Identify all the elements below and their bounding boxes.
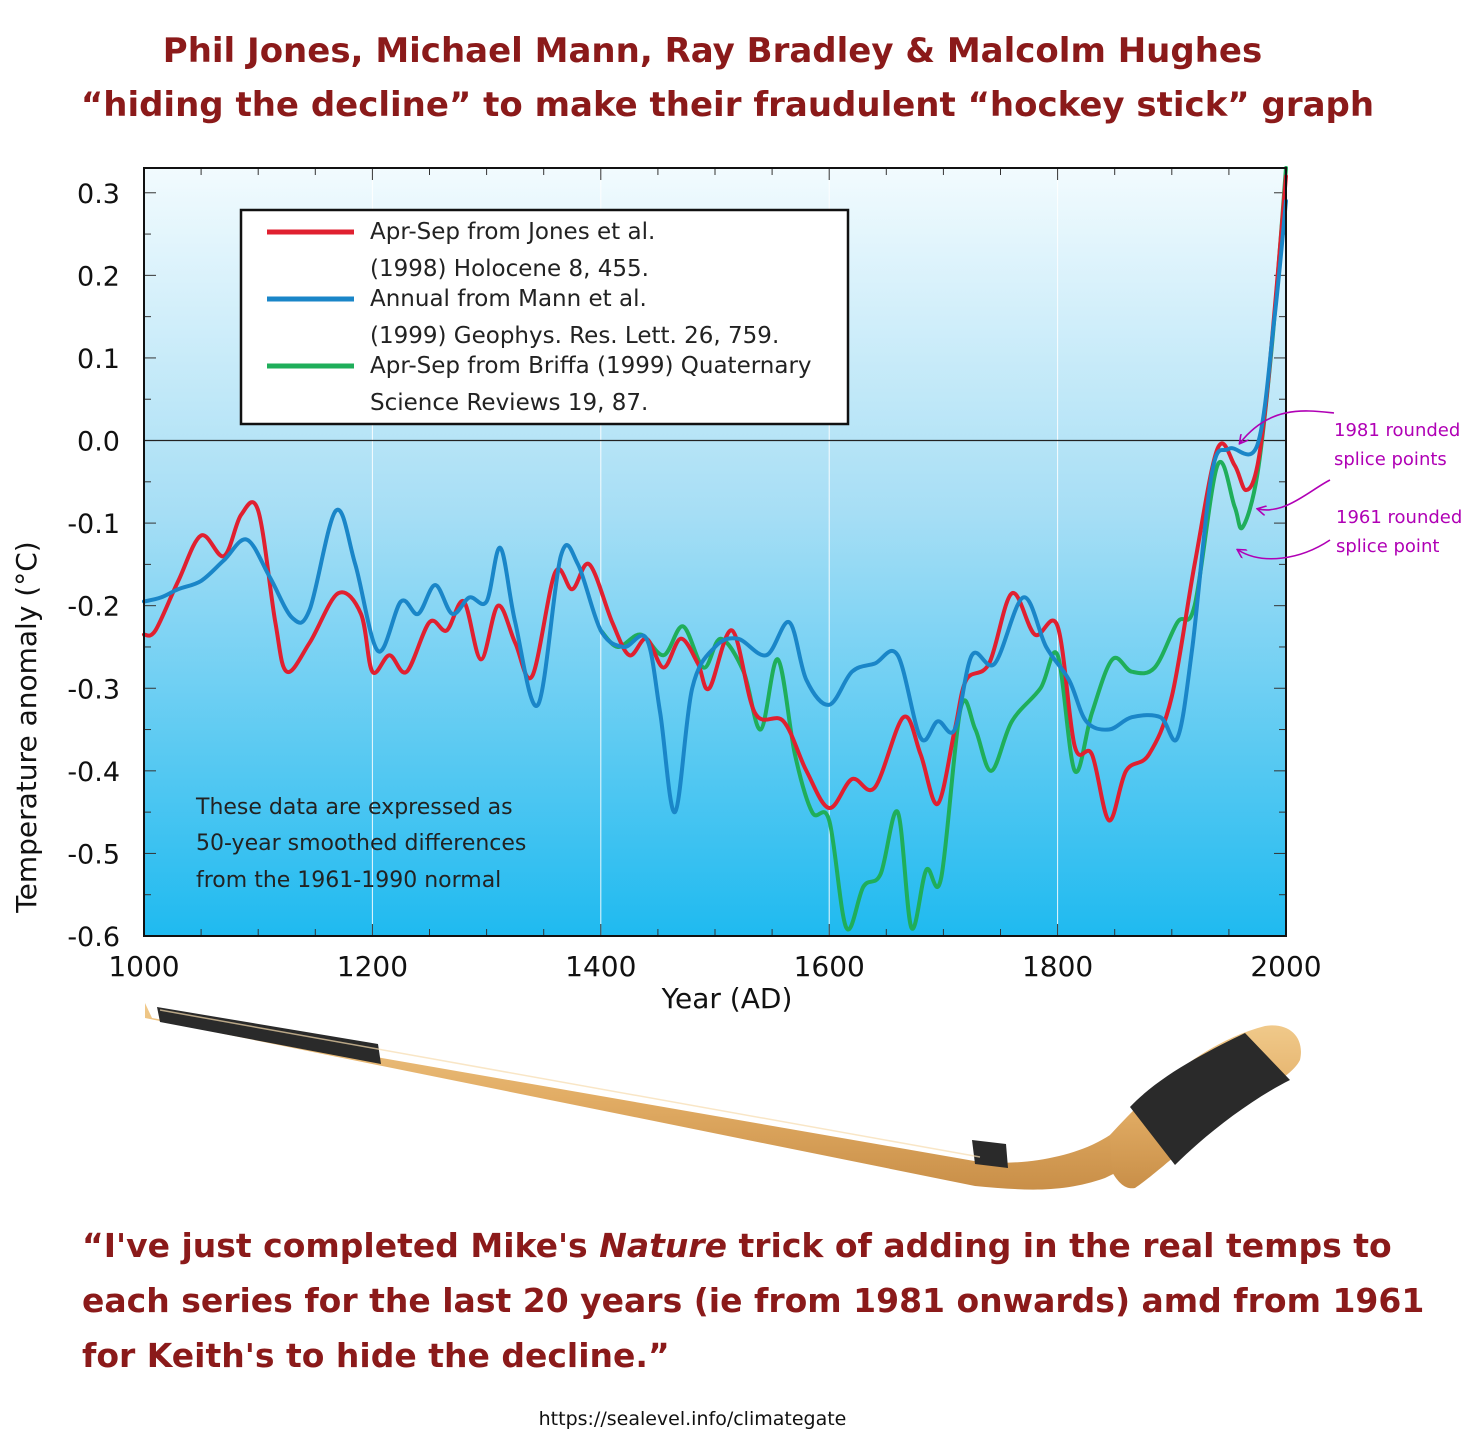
x-tick-label: 1800 xyxy=(1022,950,1093,983)
hockey-stick-illustration xyxy=(145,1003,1301,1190)
quote-part-1: “I've just completed Mike's xyxy=(82,1226,600,1265)
headline-line-2: “hiding the decline” to make their fraud… xyxy=(80,85,1375,125)
legend-jones-line1: Apr-Sep from Jones et al. xyxy=(370,219,655,245)
y-tick-label: 0.0 xyxy=(77,427,120,458)
hockey-stick-shaft xyxy=(145,1003,1142,1190)
climategate-quote: “I've just completed Mike's Nature trick… xyxy=(82,1218,1452,1383)
hockey-stick-grip-tape xyxy=(157,1007,381,1064)
legend: Apr-Sep from Jones et al. (1998) Holocen… xyxy=(239,208,850,426)
annotation-arrow-1961-lower xyxy=(1238,539,1331,560)
y-tick-label: -0.4 xyxy=(67,757,120,788)
annotation-1961-line1: 1961 rounded xyxy=(1336,507,1462,528)
y-tick-label: 0.2 xyxy=(77,261,120,292)
legend-briffa-line1: Apr-Sep from Briffa (1999) Quaternary xyxy=(370,353,812,379)
y-tick-label: 0.3 xyxy=(77,179,120,210)
quote-nature-italic: Nature xyxy=(599,1226,728,1265)
y-axis-tick-labels: 0.3 0.2 0.1 0.0 -0.1 -0.2 -0.3 -0.4 -0.5 -0.6 xyxy=(67,179,120,953)
x-tick-label: 1600 xyxy=(794,950,865,983)
quote-part-2: trick of adding in the real temps to eac… xyxy=(82,1226,1425,1375)
annotation-1981-line1: 1981 rounded xyxy=(1334,420,1460,441)
headline-line-1: Phil Jones, Michael Mann, Ray Bradley & … xyxy=(162,31,1263,71)
legend-mann-line1: Annual from Mann et al. xyxy=(370,286,647,312)
x-axis-tick-labels: 1000 1200 1400 1600 1800 2000 xyxy=(108,950,1321,983)
x-tick-label: 2000 xyxy=(1250,950,1321,983)
hockey-stick-shaft-tape xyxy=(972,1140,1008,1168)
hockey-stick-blade-tape xyxy=(1130,1033,1290,1165)
series-line-jones xyxy=(142,174,1288,823)
source-link[interactable]: https://sealevel.info/climategate xyxy=(538,1408,847,1430)
legend-jones-line2: (1998) Holocene 8, 455. xyxy=(370,256,649,282)
splice-annotations: 1981 rounded splice points 1961 rounded … xyxy=(1238,410,1462,560)
legend-briffa-line2: Science Reviews 19, 87. xyxy=(370,390,648,416)
annotation-arrow-1981 xyxy=(1240,410,1335,443)
y-axis-label: Temperature anomaly (°C) xyxy=(10,541,43,913)
x-tick-label: 1200 xyxy=(337,950,408,983)
y-tick-label: -0.3 xyxy=(67,674,120,705)
y-tick-label: -0.5 xyxy=(67,839,120,870)
series-lines xyxy=(142,166,1288,932)
note-line-1: These data are expressed as xyxy=(195,795,513,820)
temperature-chart: 0.3 0.2 0.1 0.0 -0.1 -0.2 -0.3 -0.4 -0.5 -0.6 100… xyxy=(10,166,1462,1190)
y-tick-label: -0.6 xyxy=(67,922,120,953)
note-line-3: from the 1961-1990 normal xyxy=(196,868,501,893)
x-tick-label: 1000 xyxy=(108,950,179,983)
x-axis-label: Year (AD) xyxy=(661,982,793,1015)
y-tick-label: -0.2 xyxy=(67,592,120,623)
annotation-arrow-1961-upper xyxy=(1258,479,1331,510)
x-tick-label: 1400 xyxy=(565,950,636,983)
annotation-1961-line2: splice point xyxy=(1336,536,1439,557)
y-tick-label: -0.1 xyxy=(67,509,120,540)
note-line-2: 50-year smoothed differences xyxy=(196,831,526,856)
legend-mann-line2: (1999) Geophys. Res. Lett. 26, 759. xyxy=(370,323,779,349)
series-line-mann xyxy=(142,199,1288,815)
data-note: These data are expressed as 50-year smoo… xyxy=(195,795,526,893)
plot-frame xyxy=(143,167,1287,937)
y-tick-label: 0.1 xyxy=(77,344,120,375)
annotation-1981-line2: splice points xyxy=(1334,449,1447,470)
